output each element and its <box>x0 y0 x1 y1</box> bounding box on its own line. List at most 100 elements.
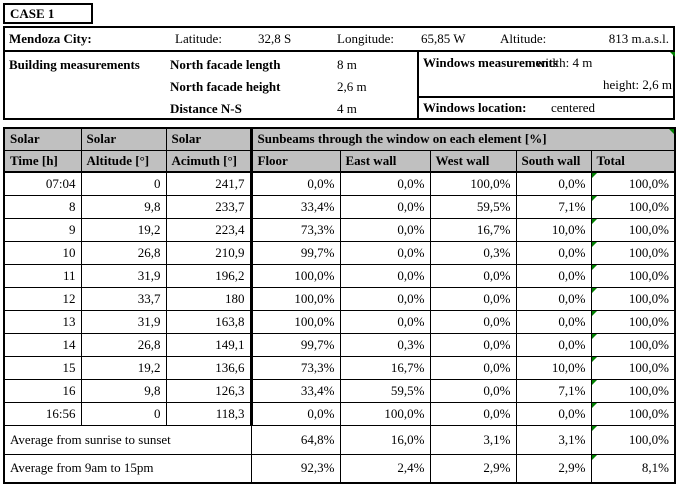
cell-east-wall: 0,0% <box>339 309 431 334</box>
sunbeams-title-text: Sunbeams through the window on each elem… <box>257 131 547 147</box>
table-row: 16 9,8 126,3 33,4% 59,5% 0,0% 7,1% 100,0% <box>3 378 676 403</box>
cell-south-wall: 0,0% <box>515 309 592 334</box>
solar-table-body: 07:04 0 241,7 0,0% 0,0% 100,0% 0,0% 100,0% 8 9,8 2… <box>3 171 676 484</box>
case-label: CASE 1 <box>10 6 55 21</box>
cell-west-wall: 3,1% <box>429 424 517 455</box>
error-indicator-icon <box>592 455 597 460</box>
windows-location-value: centered <box>551 100 596 115</box>
header-solar-1: Solar <box>3 127 82 151</box>
cell-floor: 73,3% <box>250 217 341 242</box>
cell-acimuth: 136,6 <box>165 355 253 380</box>
building-row-value: 4 m <box>337 101 357 116</box>
windows-location-label: Windows location: <box>423 100 527 115</box>
table-row: 14 26,8 149,1 99,7% 0,3% 0,0% 0,0% 100,0% <box>3 332 676 357</box>
cell-floor: 100,0% <box>250 309 341 334</box>
cell-acimuth: 118,3 <box>165 401 253 426</box>
header-altitude: Altitude [°] <box>80 149 167 173</box>
cell-acimuth: 223,4 <box>165 217 253 242</box>
city-row: Mendoza City: Latitude: 32,8 S Longitude… <box>5 28 673 52</box>
cell-south-wall: 7,1% <box>515 194 592 219</box>
cell-floor: 99,7% <box>250 332 341 357</box>
cell-total: 100,0% <box>590 240 676 265</box>
header-floor: Floor <box>250 149 341 173</box>
cell-floor: 33,4% <box>250 378 341 403</box>
cell-floor: 99,7% <box>250 240 341 265</box>
cell-acimuth: 180 <box>165 286 253 311</box>
cell-total: 8,1% <box>590 453 676 484</box>
cell-east-wall: 100,0% <box>339 401 431 426</box>
cell-east-wall: 0,0% <box>339 217 431 242</box>
building-row-label: Distance N-S <box>170 101 242 116</box>
summary-row: Average from 9am to 15pm 92,3% 2,4% 2,9% 2,9… <box>3 453 676 484</box>
cell-floor: 64,8% <box>250 424 341 455</box>
error-indicator-icon <box>592 403 597 408</box>
error-indicator-icon <box>592 426 597 431</box>
header-solar-3: Solar <box>165 127 253 151</box>
cell-west-wall: 0,0% <box>429 355 517 380</box>
cell-altitude: 0 <box>80 401 167 426</box>
cell-total: 100,0% <box>590 217 676 242</box>
cell-total: 100,0% <box>590 401 676 426</box>
header-south-wall: South wall <box>515 149 592 173</box>
cell-west-wall: 0,0% <box>429 401 517 426</box>
cell-altitude: 9,8 <box>80 378 167 403</box>
cell-floor: 0,0% <box>250 401 341 426</box>
table-row: 11 31,9 196,2 100,0% 0,0% 0,0% 0,0% 100,0% <box>3 263 676 288</box>
header-east-wall: East wall <box>339 149 431 173</box>
header-time: Time [h] <box>3 149 82 173</box>
windows-width: width: 4 m <box>536 55 593 70</box>
cell-south-wall: 0,0% <box>515 263 592 288</box>
solar-table: Solar Solar Solar Sunbeams through the w… <box>3 127 676 484</box>
cell-total: 100,0% <box>590 332 676 357</box>
cell-time: 15 <box>3 355 82 380</box>
cell-west-wall: 59,5% <box>429 194 517 219</box>
cell-time: 13 <box>3 309 82 334</box>
cell-acimuth: 163,8 <box>165 309 253 334</box>
error-indicator-icon <box>592 196 597 201</box>
cell-south-wall: 7,1% <box>515 378 592 403</box>
table-row: 07:04 0 241,7 0,0% 0,0% 100,0% 0,0% 100,0% <box>3 171 676 196</box>
error-indicator-icon <box>669 129 674 134</box>
cell-acimuth: 126,3 <box>165 378 253 403</box>
error-indicator-icon <box>592 357 597 362</box>
cell-east-wall: 16,7% <box>339 355 431 380</box>
cell-south-wall: 0,0% <box>515 286 592 311</box>
cell-west-wall: 0,0% <box>429 378 517 403</box>
building-row-value: 8 m <box>337 57 357 72</box>
cell-south-wall: 0,0% <box>515 401 592 426</box>
cell-west-wall: 16,7% <box>429 217 517 242</box>
cell-east-wall: 0,3% <box>339 332 431 357</box>
cell-floor: 92,3% <box>250 453 341 484</box>
cell-total: 100,0% <box>590 378 676 403</box>
cell-floor: 100,0% <box>250 286 341 311</box>
error-indicator-icon <box>592 311 597 316</box>
cell-acimuth: 149,1 <box>165 332 253 357</box>
cell-time: 12 <box>3 286 82 311</box>
table-row: 13 31,9 163,8 100,0% 0,0% 0,0% 0,0% 100,0% <box>3 309 676 334</box>
cell-east-wall: 0,0% <box>339 171 431 196</box>
windows-measurements-box: Windows measurements width: 4 m height: … <box>419 52 675 98</box>
cell-south-wall: 0,0% <box>515 332 592 357</box>
cell-time: 07:04 <box>3 171 82 196</box>
cell-acimuth: 233,7 <box>165 194 253 219</box>
cell-time: 16:56 <box>3 401 82 426</box>
cell-south-wall: 0,0% <box>515 171 592 196</box>
header-acimuth: Acimuth [°] <box>165 149 253 173</box>
cell-west-wall: 100,0% <box>429 171 517 196</box>
cell-altitude: 0 <box>80 171 167 196</box>
site-info-box: Mendoza City: Latitude: 32,8 S Longitude… <box>3 26 675 120</box>
cell-south-wall: 10,0% <box>515 355 592 380</box>
table-row: 16:56 0 118,3 0,0% 100,0% 0,0% 0,0% 100,0% <box>3 401 676 426</box>
table-row: 15 19,2 136,6 73,3% 16,7% 0,0% 10,0% 100,0% <box>3 355 676 380</box>
cell-altitude: 31,9 <box>80 263 167 288</box>
cell-west-wall: 2,9% <box>429 453 517 484</box>
cell-total: 100,0% <box>590 194 676 219</box>
cell-total: 100,0% <box>590 171 676 196</box>
cell-acimuth: 241,7 <box>165 171 253 196</box>
case-title-box: CASE 1 <box>3 3 93 24</box>
header-sunbeams-title: Sunbeams through the window on each elem… <box>250 127 676 151</box>
error-indicator-icon <box>592 242 597 247</box>
error-indicator-icon <box>670 52 675 57</box>
cell-south-wall: 3,1% <box>515 424 592 455</box>
